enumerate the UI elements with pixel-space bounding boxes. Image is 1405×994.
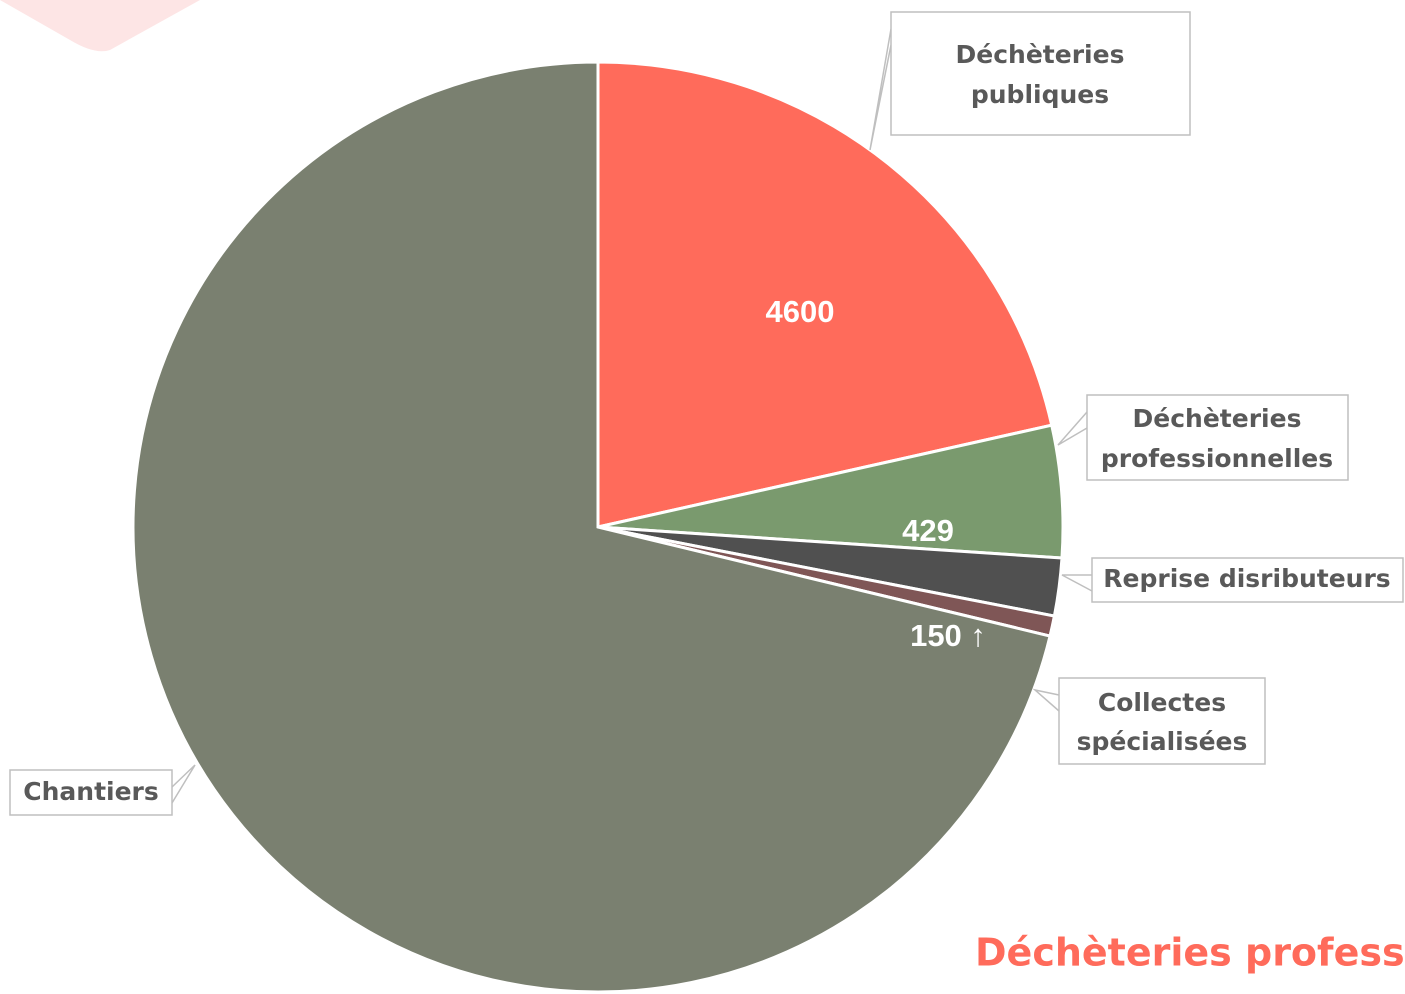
pie-slice xyxy=(596,60,1054,529)
callout-box xyxy=(1058,677,1266,765)
category-label: Déchèteries professionnelles xyxy=(1101,404,1333,473)
callout-box xyxy=(9,769,173,816)
category-label: Collectes spécialisées xyxy=(1077,688,1248,756)
callout-pointer xyxy=(171,764,196,804)
value-label: 150 ↑ xyxy=(910,618,986,653)
pie-slice xyxy=(131,60,1052,994)
callout-pointer xyxy=(869,28,892,151)
callout-pointer xyxy=(1061,574,1093,592)
callout-pointer xyxy=(1057,411,1088,446)
value-label: 429 xyxy=(902,513,954,548)
callout-box xyxy=(1086,394,1349,481)
callout-pointer xyxy=(1032,688,1060,712)
value-label: 4600 xyxy=(766,294,835,329)
category-label: Déchèteries publiques xyxy=(956,40,1125,109)
callout-box xyxy=(1091,557,1404,603)
callout-box xyxy=(890,11,1191,136)
decoration xyxy=(0,0,200,52)
annotation: Déchèteries profess xyxy=(975,931,1405,975)
category-label: Reprise disributeurs xyxy=(1103,564,1390,593)
category-label: Chantiers xyxy=(23,777,159,806)
